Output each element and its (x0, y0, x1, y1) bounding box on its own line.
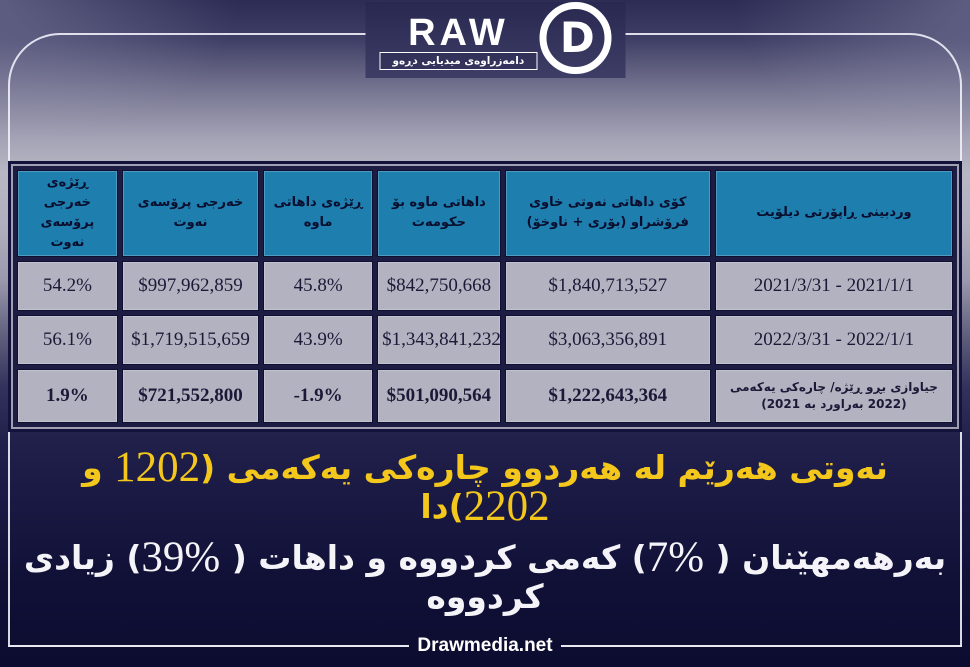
cell-period: 2021/3/31 - 2021/1/1 (714, 260, 953, 311)
cell-remaining-pct: -1.9% (263, 368, 374, 423)
cell-expense-pct: 1.9% (17, 368, 118, 423)
cell-total: $1,222,643,364 (504, 368, 711, 423)
report-table-wrap: وردبینی ڕاپۆرتی دیلۆیت کۆی داهاتی نەوتی … (11, 164, 959, 429)
logo-text-block: RAW دامەزراوەی میدیایی دڕەو (379, 11, 538, 71)
caption1-year-2: 2202 (463, 483, 550, 530)
caption2-middle-text: ) کەمی کردووە و داهات ( (220, 538, 647, 577)
caption2-percent-2: %39 (141, 534, 221, 581)
brand-tagline: دامەزراوەی میدیایی دڕەو (379, 52, 538, 71)
cell-period: 2022/3/31 - 2022/1/1 (714, 314, 953, 365)
caption1-conjunction: و (82, 448, 115, 487)
difference-label-line1: جیاوازی بڕو ڕێژە/ چارەکی یەکەمی (729, 379, 938, 394)
caption1-text: نەوتی هەرێم لە هەردوو چارەکی یەکەمی ( (200, 448, 888, 487)
footer-divider-left (560, 645, 962, 647)
caption-line-1: نەوتی هەرێم لە هەردوو چارەکی یەکەمی (120… (20, 446, 950, 528)
difference-label-line2: (2022 بەراورد بە 2021) (761, 396, 907, 411)
cell-expense: $1,719,515,659 (121, 314, 260, 365)
footer-bar: Drawmedia.net (8, 635, 962, 657)
header-total-income: کۆی داهاتی نەوتی خاوی فرۆشراو (بۆری + نا… (504, 170, 711, 257)
header-expense-pct: ڕێژەی خەرجی پرۆسەی نەوت (17, 170, 118, 257)
header-gov-income: داهاتی ماوە بۆ حکومەت (377, 170, 501, 257)
table-row-2021: 2021/3/31 - 2021/1/1 $1,840,713,527 $842… (17, 260, 953, 311)
header-period: وردبینی ڕاپۆرتی دیلۆیت (714, 170, 953, 257)
cell-expense: $721,552,800 (121, 368, 260, 423)
brand-name: RAW (408, 11, 509, 54)
cell-total: $1,840,713,527 (504, 260, 711, 311)
cell-expense-pct: 54.2% (17, 260, 118, 311)
caption2-suffix: ) زیادی کردووە (23, 538, 544, 616)
caption2-text: بەرهەمهێنان ( (704, 538, 947, 577)
table-header-row: وردبینی ڕاپۆرتی دیلۆیت کۆی داهاتی نەوتی … (17, 170, 953, 257)
cell-gov: $842,750,668 (377, 260, 501, 311)
header-remaining-pct: ڕێژەی داهاتی ماوە (263, 170, 374, 257)
cell-gov: $501,090,564 (377, 368, 501, 423)
table-row-2022: 2022/3/31 - 2022/1/1 $3,063,356,891 $1,3… (17, 314, 953, 365)
caption1-suffix: )دا (420, 487, 464, 526)
caption-line-2: بەرهەمهێنان ( %7) کەمی کردووە و داهات ( … (20, 536, 950, 616)
site-name: Drawmedia.net (417, 635, 553, 656)
cell-remaining-pct: 43.9% (263, 314, 374, 365)
cell-total: $3,063,356,891 (504, 314, 711, 365)
caption2-percent-1: %7 (646, 534, 705, 581)
logo-circle-icon: D (539, 2, 612, 74)
caption1-year-1: 1202 (114, 444, 201, 491)
header-expense: خەرجی پرۆسەی نەوت (121, 170, 260, 257)
cell-expense: $997,962,859 (121, 260, 260, 311)
cell-remaining-pct: 45.8% (263, 260, 374, 311)
table-row-difference: جیاوازی بڕو ڕێژە/ چارەکی یەکەمی (2022 بە… (17, 368, 953, 423)
cell-expense-pct: 56.1% (17, 314, 118, 365)
footer-divider-right (8, 645, 410, 647)
draw-logo: D RAW دامەزراوەی میدیایی دڕەو (365, 2, 626, 78)
cell-gov: $1,343,841,232 (377, 314, 501, 365)
deloitte-report-table: وردبینی ڕاپۆرتی دیلۆیت کۆی داهاتی نەوتی … (11, 164, 959, 429)
logo-letter: D (559, 13, 595, 62)
cell-period-difference: جیاوازی بڕو ڕێژە/ چارەکی یەکەمی (2022 بە… (714, 368, 953, 423)
